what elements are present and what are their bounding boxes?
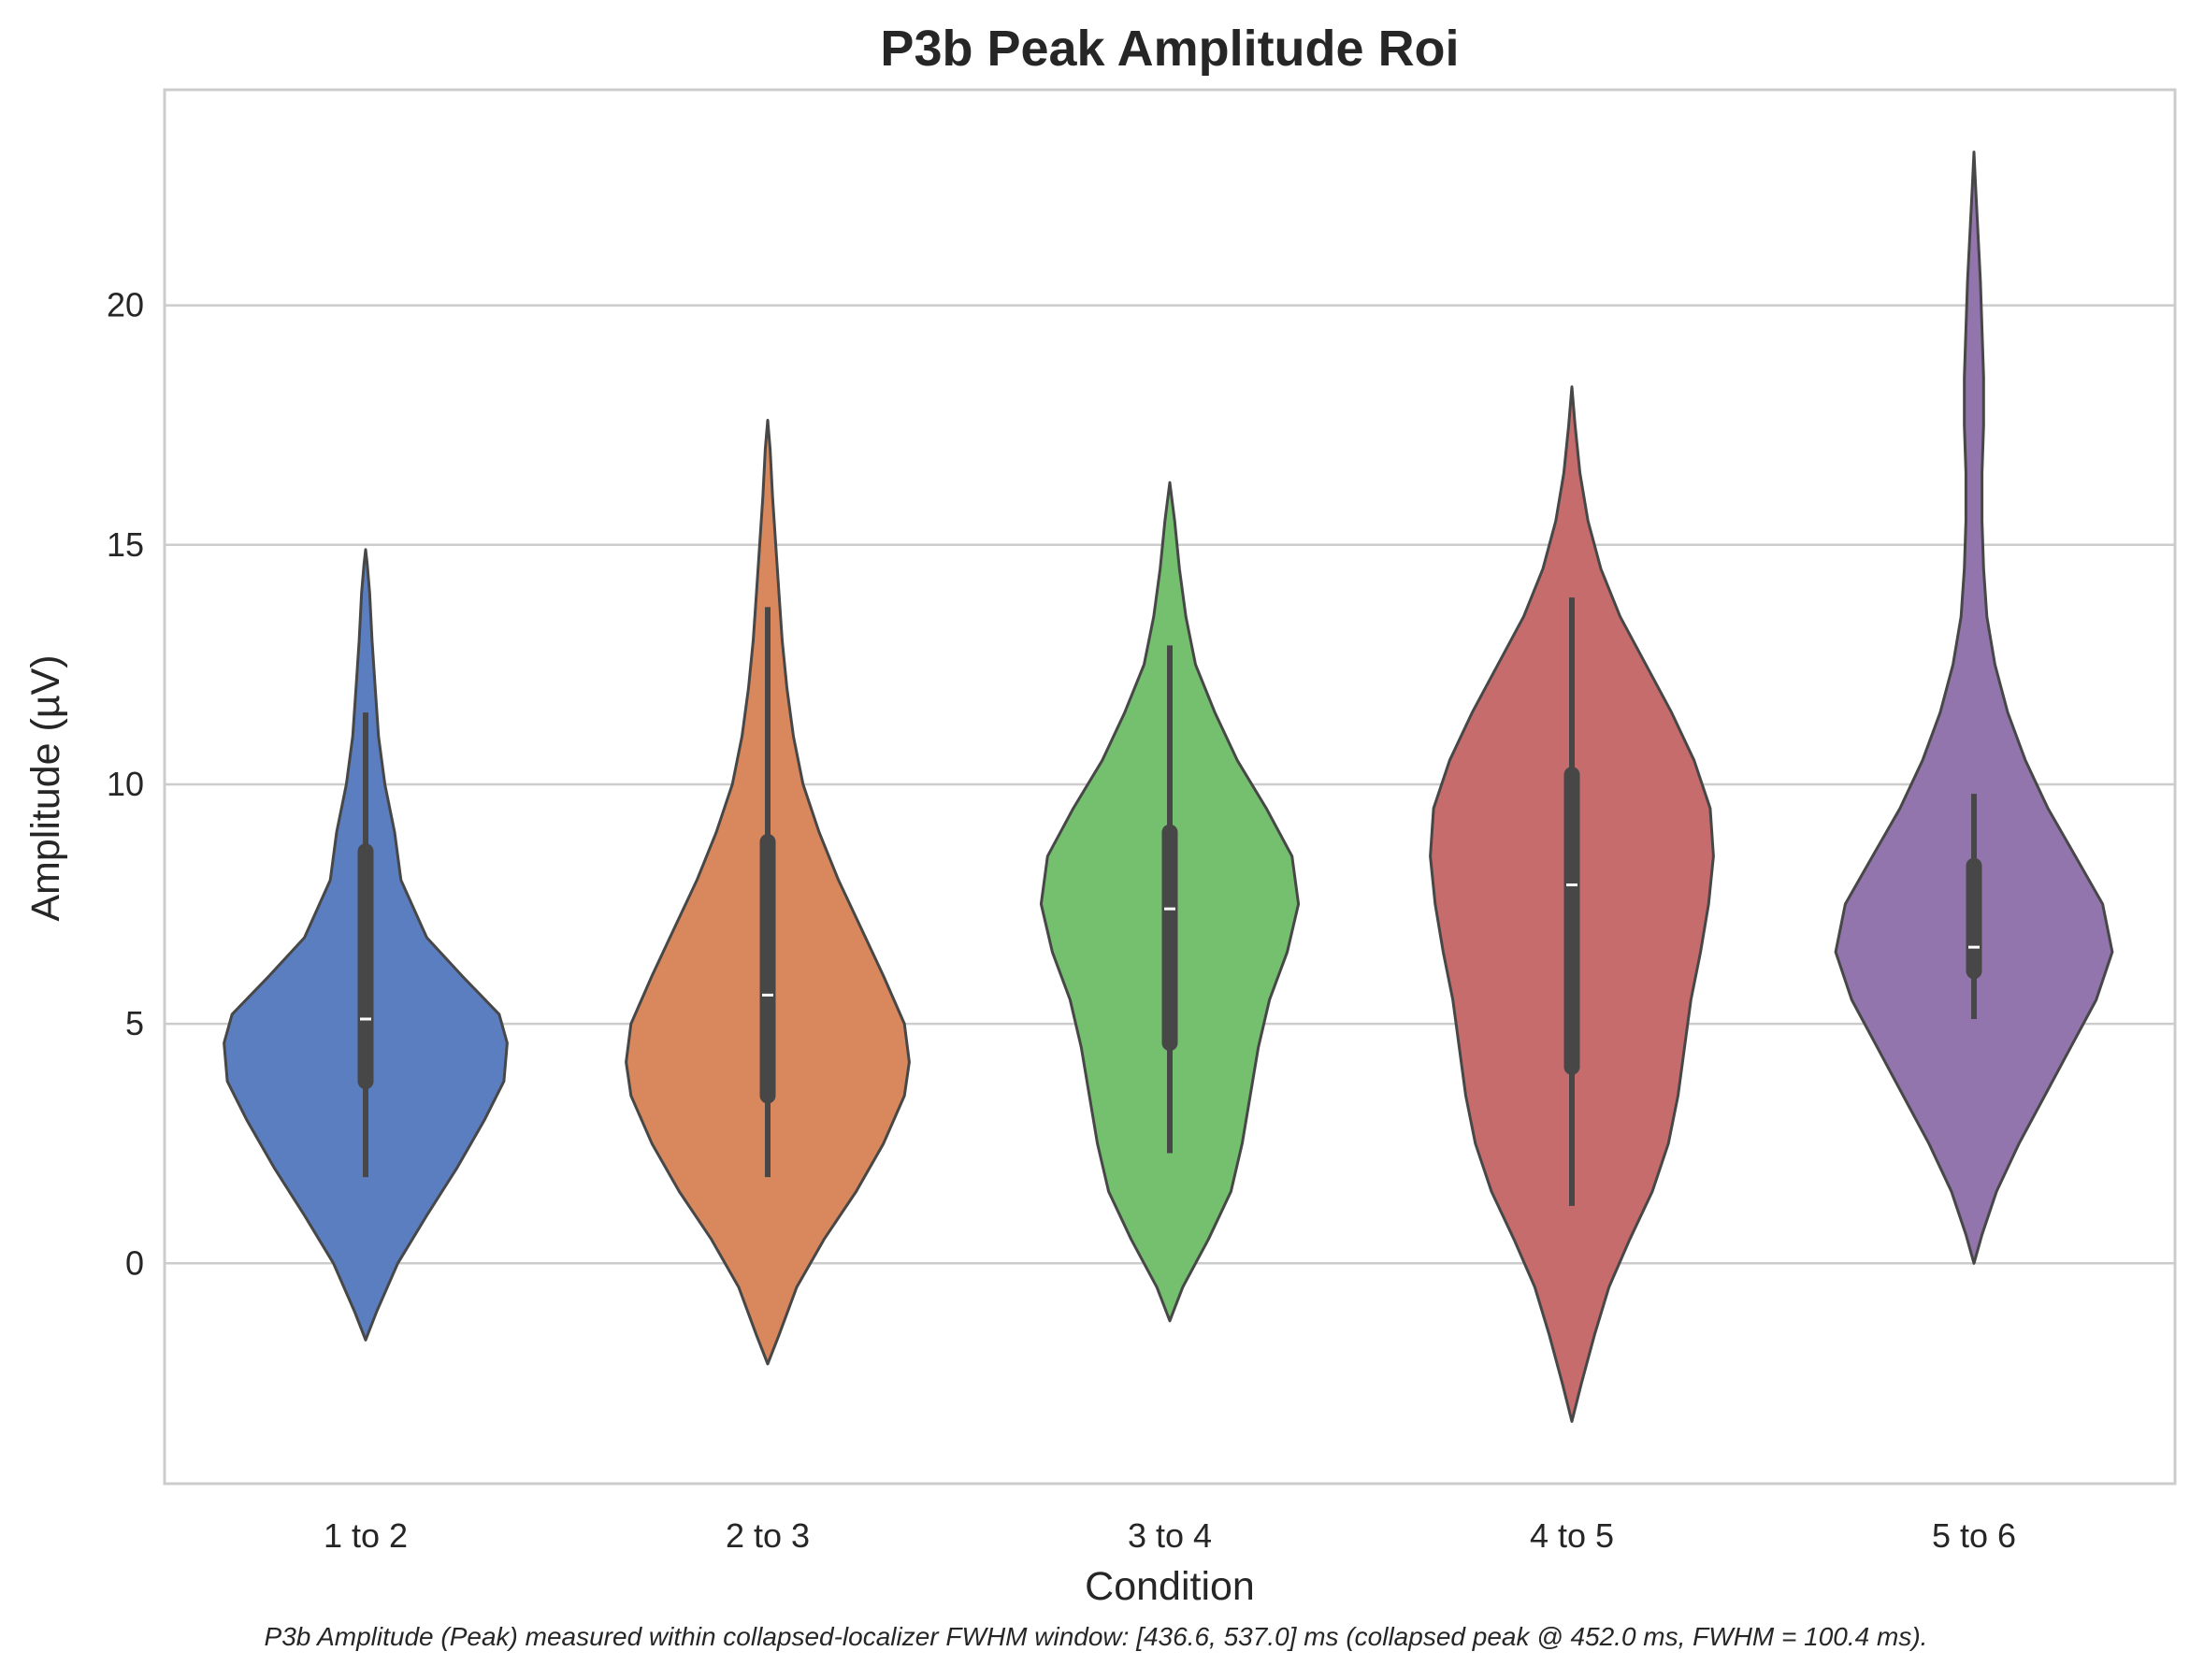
y-axis-label: Amplitude (µV) <box>23 654 68 921</box>
y-tick-label: 15 <box>107 525 144 564</box>
x-tick-label: 5 to 6 <box>1932 1516 2016 1555</box>
y-tick-label: 20 <box>107 286 144 324</box>
y-tick-label: 5 <box>125 1004 144 1042</box>
violins <box>223 151 2114 1423</box>
y-tick-labels: 0 5 10 15 20 <box>107 286 144 1283</box>
chart-title: P3b Peak Amplitude Roi <box>880 21 1459 77</box>
x-tick-label: 2 to 3 <box>726 1516 810 1555</box>
plot-frame <box>163 88 2177 1486</box>
violin-4 <box>1429 385 1715 1423</box>
violin-body <box>1834 151 2114 1265</box>
chart-caption: P3b Amplitude (Peak) measured within col… <box>265 1622 1928 1651</box>
y-tick-label: 10 <box>107 765 144 803</box>
x-axis-label: Condition <box>1085 1564 1255 1609</box>
x-tick-label: 1 to 2 <box>324 1516 408 1555</box>
violin-1 <box>223 548 509 1342</box>
violin-5 <box>1834 151 2114 1265</box>
x-tick-label: 3 to 4 <box>1128 1516 1212 1555</box>
violin-2 <box>625 419 911 1366</box>
violin-3 <box>1039 481 1301 1323</box>
x-tick-labels: 1 to 2 2 to 3 3 to 4 4 to 5 5 to 6 <box>324 1516 2016 1555</box>
x-tick-label: 4 to 5 <box>1530 1516 1614 1555</box>
y-tick-label: 0 <box>125 1243 144 1282</box>
